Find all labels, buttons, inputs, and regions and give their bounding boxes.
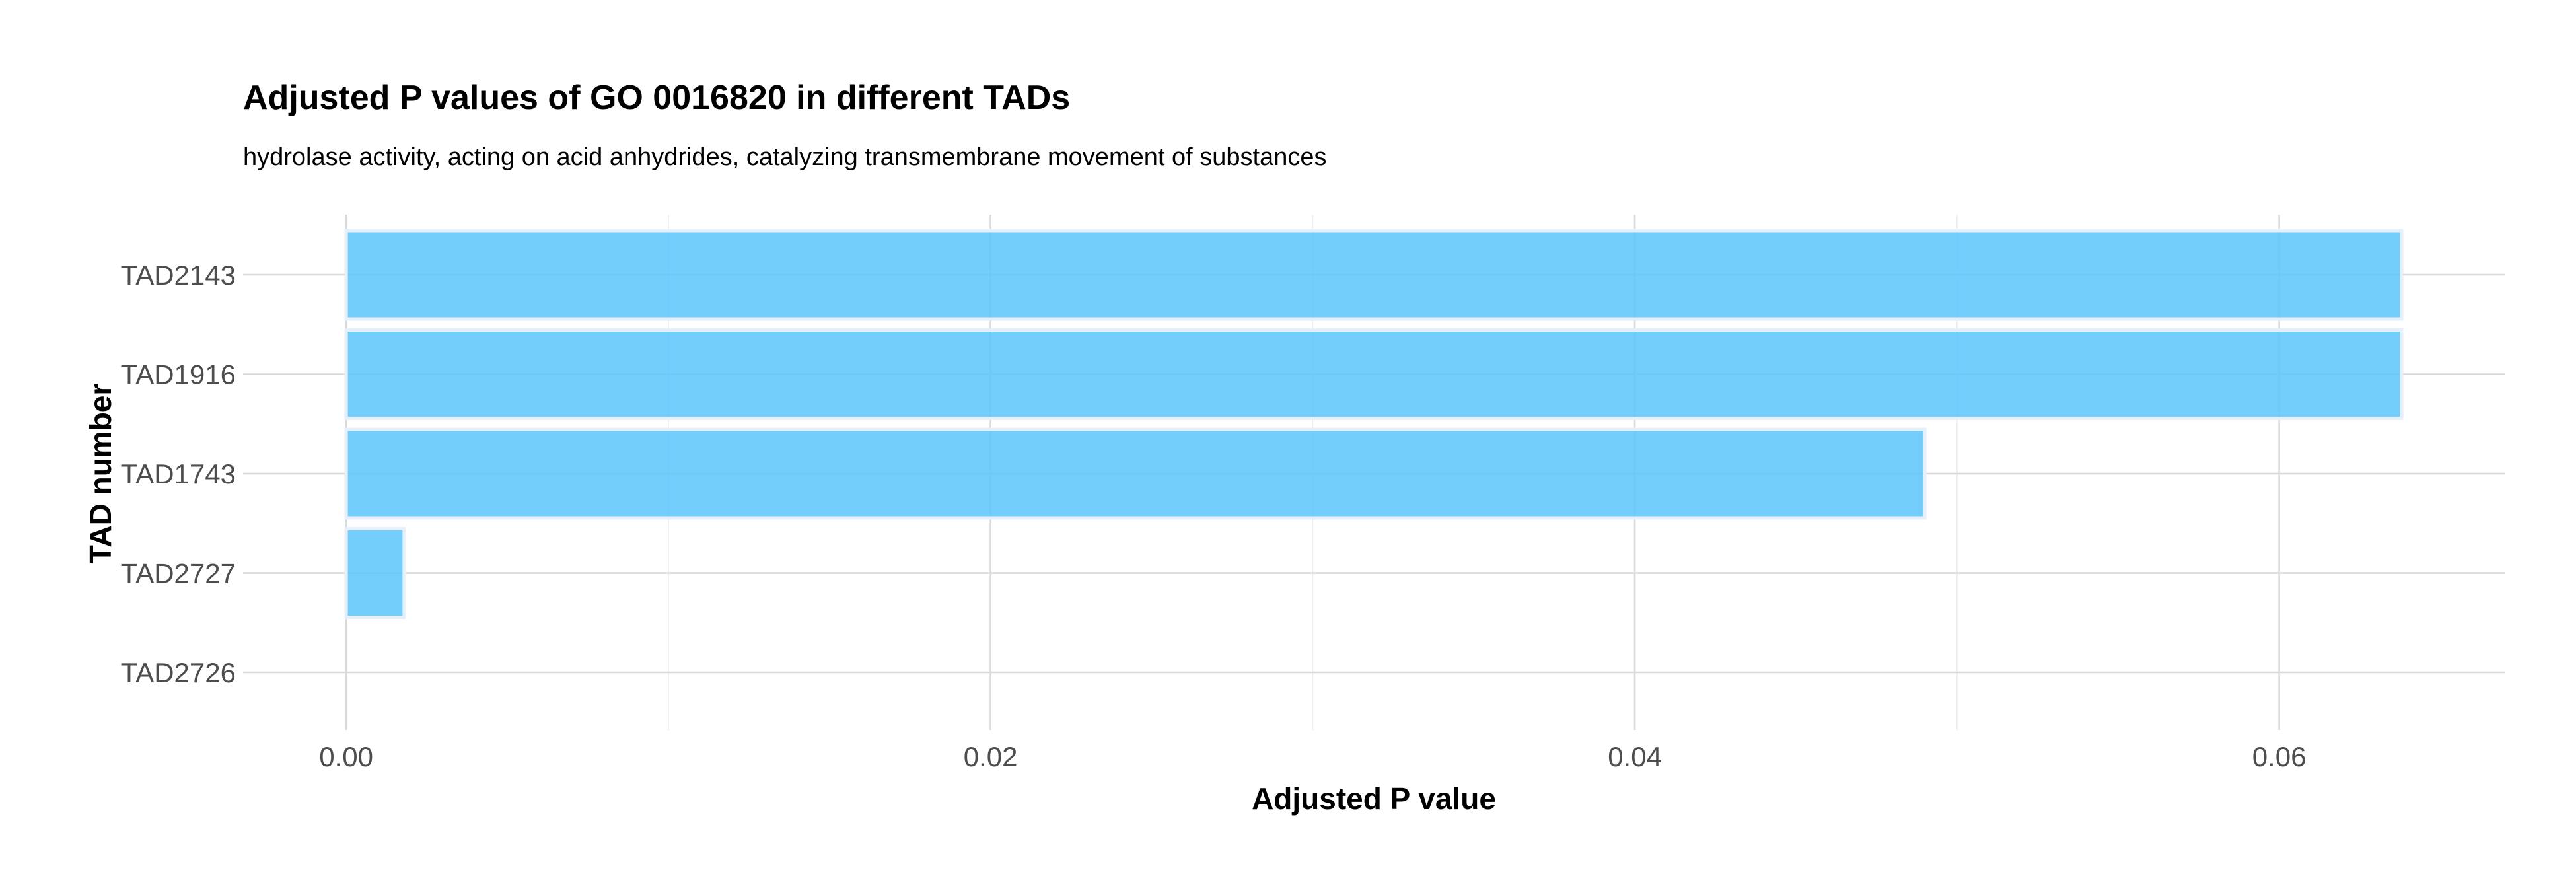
x-tick-label: 0.06 bbox=[2252, 741, 2307, 772]
bars bbox=[344, 229, 2404, 619]
y-tick-label: TAD1916 bbox=[121, 359, 236, 390]
bar-tad2727 bbox=[344, 527, 406, 619]
bar-tad2143 bbox=[344, 229, 2404, 321]
chart-subtitle: hydrolase activity, acting on acid anhyd… bbox=[243, 143, 1326, 171]
chart-title: Adjusted P values of GO 0016820 in diffe… bbox=[243, 79, 1070, 117]
y-axis-title: TAD number bbox=[83, 384, 118, 564]
y-tick-label: TAD2143 bbox=[121, 260, 236, 291]
x-tick-label: 0.00 bbox=[319, 741, 373, 772]
y-tick-label: TAD1743 bbox=[121, 458, 236, 489]
x-tick-label: 0.04 bbox=[1608, 741, 1662, 772]
y-tick-label: TAD2726 bbox=[121, 657, 236, 688]
y-tick-label: TAD2727 bbox=[121, 558, 236, 589]
x-axis-title: Adjusted P value bbox=[1252, 781, 1496, 816]
bar-tad1916 bbox=[344, 328, 2404, 420]
x-tick-label: 0.02 bbox=[964, 741, 1018, 772]
bar-tad1743 bbox=[344, 427, 1927, 520]
x-axis-tick-labels: 0.00 0.02 0.04 0.06 bbox=[319, 741, 2306, 772]
y-axis-tick-labels: TAD2143 TAD1916 TAD1743 TAD2727 TAD2726 bbox=[121, 260, 236, 688]
